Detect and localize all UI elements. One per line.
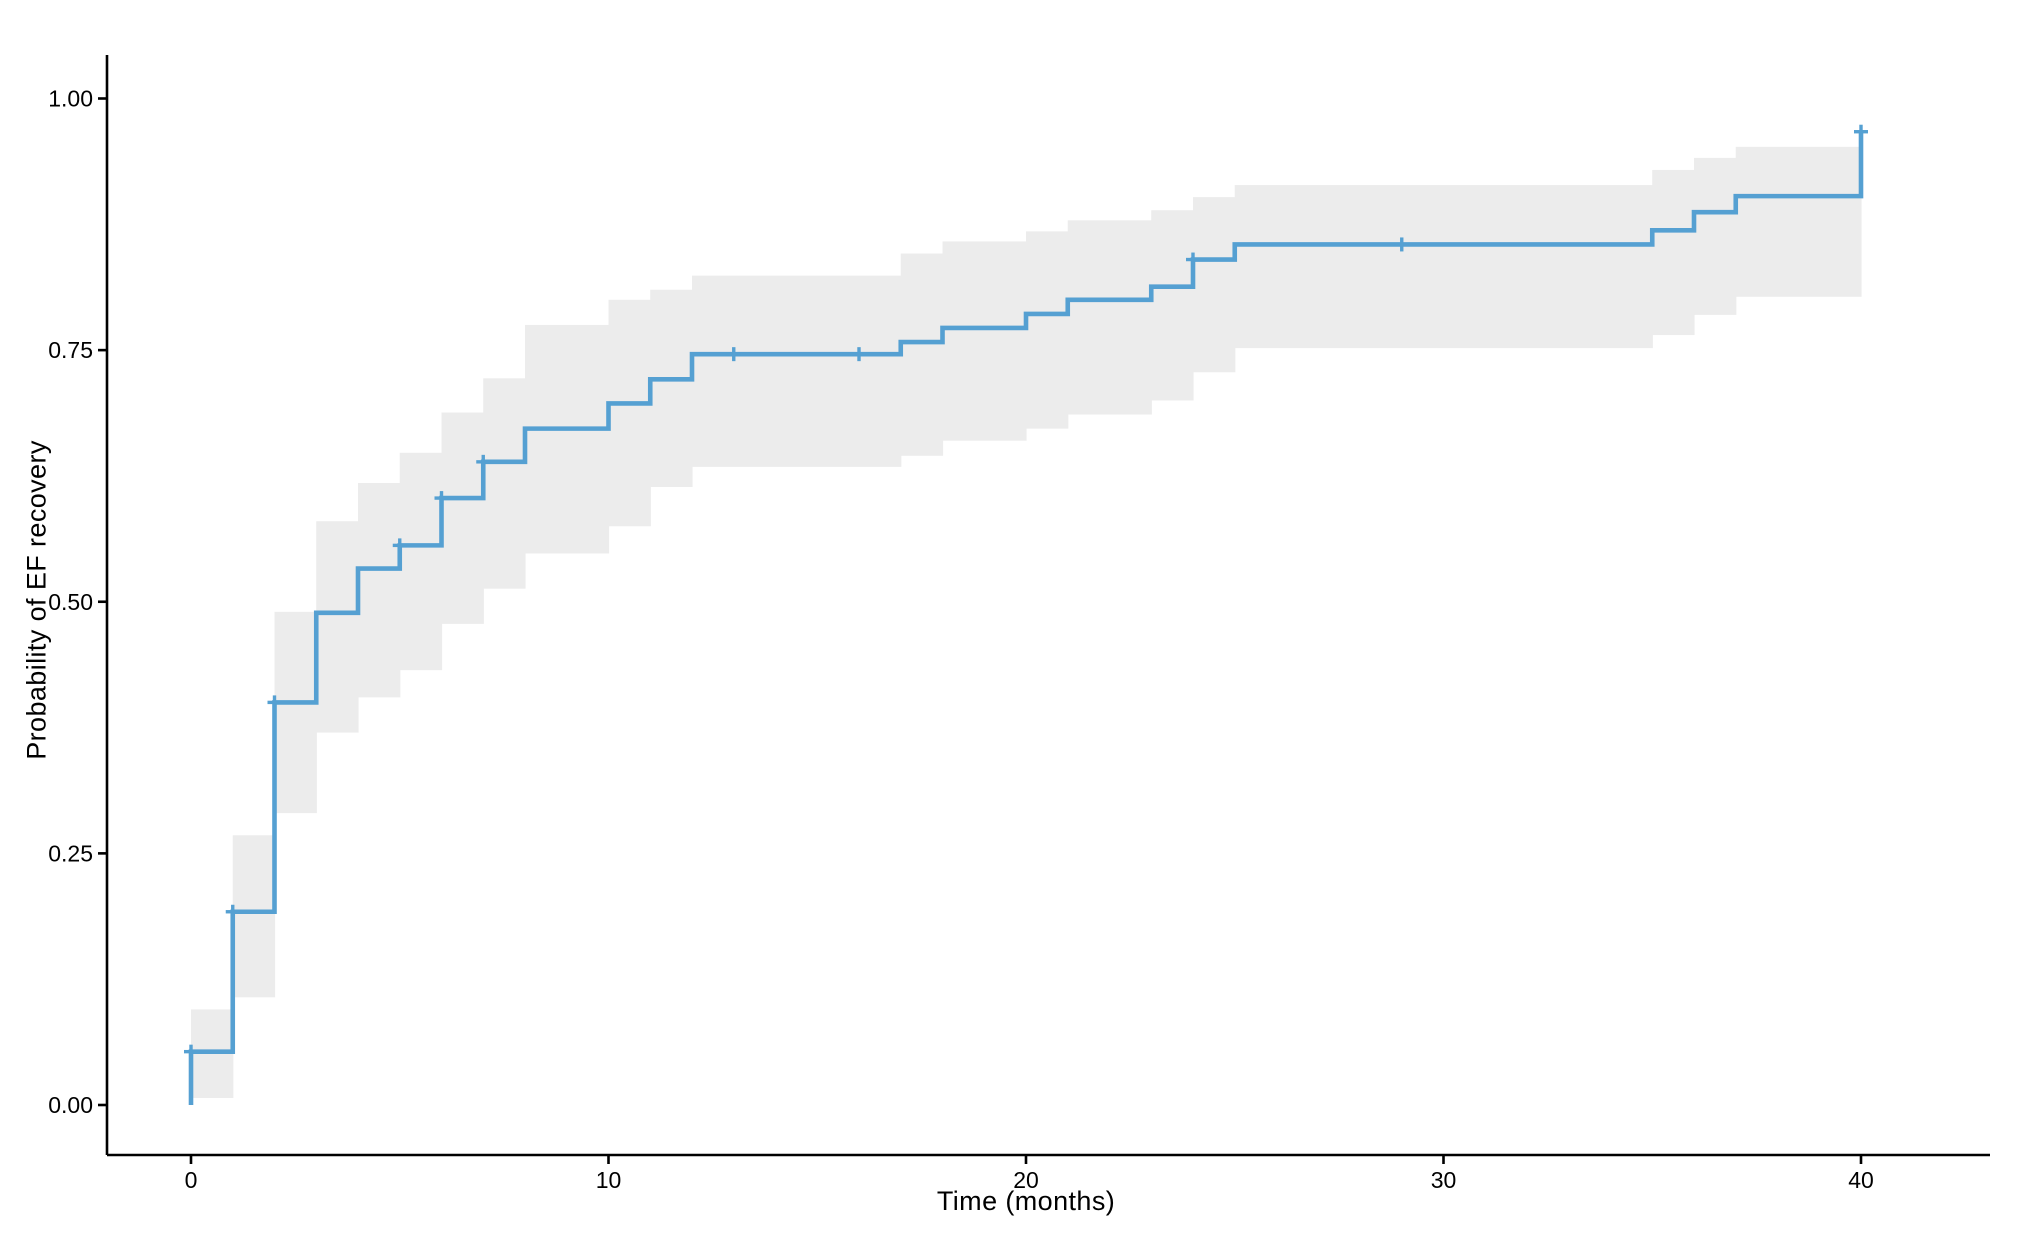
y-tick-label: 0.50 <box>48 589 93 615</box>
confidence-band-segment <box>1234 185 1653 349</box>
x-axis-title: Time (months) <box>936 1186 1116 1216</box>
confidence-band-segment <box>650 289 693 488</box>
confidence-band-segment <box>692 275 902 467</box>
confidence-band-segment <box>399 452 443 671</box>
x-tick-label: 20 <box>1013 1167 1039 1193</box>
x-tick-label: 0 <box>185 1167 198 1193</box>
confidence-band-segment <box>1193 197 1236 373</box>
confidence-band-segment <box>1735 146 1862 297</box>
confidence-band-segment <box>525 324 610 554</box>
confidence-band-segment <box>608 299 651 527</box>
x-tick-label: 10 <box>596 1167 622 1193</box>
confidence-band-segment <box>900 253 944 456</box>
confidence-band-segment <box>483 378 526 589</box>
confidence-band-segment <box>1652 169 1695 336</box>
y-tick-label: 0.25 <box>48 840 93 866</box>
confidence-band-segment <box>232 835 276 998</box>
confidence-band-segment <box>1694 157 1737 315</box>
x-tick-label: 40 <box>1848 1167 1874 1193</box>
confidence-band-segment <box>942 241 1027 441</box>
x-tick-label: 30 <box>1431 1167 1457 1193</box>
y-axis-title: Probability of EF recovery <box>21 440 52 760</box>
confidence-band-segment <box>274 611 317 814</box>
confidence-band-segment <box>1151 210 1194 401</box>
survival-step-curve <box>188 131 1864 1105</box>
y-tick-label: 1.00 <box>48 86 93 112</box>
confidence-band-segment <box>1067 220 1152 415</box>
confidence-band-segment <box>1026 231 1069 429</box>
confidence-band-segment <box>316 521 359 733</box>
confidence-band-segment <box>358 482 401 698</box>
y-tick-label: 0.00 <box>48 1092 93 1118</box>
y-tick-label: 0.75 <box>48 337 93 363</box>
confidence-band-segment <box>441 412 484 624</box>
